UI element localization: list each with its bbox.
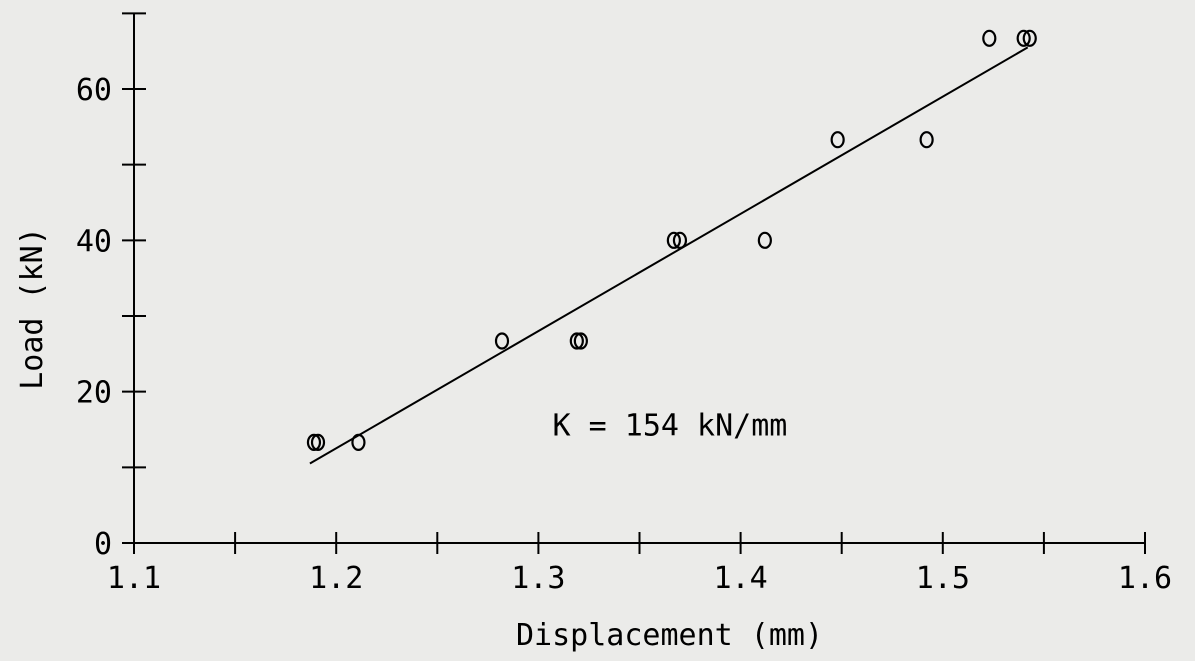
- x-tick-label: 1.6: [1118, 561, 1172, 596]
- fit-line: [309, 46, 1029, 465]
- fit-line-group: [309, 46, 1029, 465]
- data-point: [830, 131, 845, 149]
- data-point: [666, 231, 681, 249]
- data-points: [306, 29, 1037, 451]
- data-point: [1022, 29, 1037, 47]
- y-tick-label: 40: [76, 224, 112, 259]
- axes: 1.1 1.2 1.3 1.4 1.5 1.6 0 20 40 60: [76, 12, 1172, 596]
- data-point: [1016, 29, 1031, 47]
- y-axis-title: Load (kN): [15, 227, 50, 390]
- data-point: [919, 131, 934, 149]
- data-point: [569, 332, 584, 350]
- data-point: [494, 332, 510, 350]
- y-tick-label: 20: [76, 376, 112, 411]
- data-point: [672, 231, 688, 249]
- x-tick-label: 1.3: [511, 561, 565, 596]
- y-tick-label: 0: [94, 527, 112, 562]
- data-point: [757, 231, 772, 249]
- x-axis-title: Displacement (mm): [516, 618, 823, 653]
- data-point: [573, 332, 588, 350]
- x-tick-label: 1.5: [916, 561, 970, 596]
- stiffness-annotation: K = 154 kN/mm: [553, 409, 788, 444]
- x-tick-label: 1.2: [309, 561, 363, 596]
- data-point: [310, 433, 326, 451]
- data-point: [982, 29, 997, 47]
- data-point: [306, 433, 322, 451]
- x-tick-label: 1.4: [714, 561, 768, 596]
- data-point: [351, 433, 366, 451]
- x-tick-label: 1.1: [107, 561, 161, 596]
- y-tick-label: 60: [76, 73, 112, 108]
